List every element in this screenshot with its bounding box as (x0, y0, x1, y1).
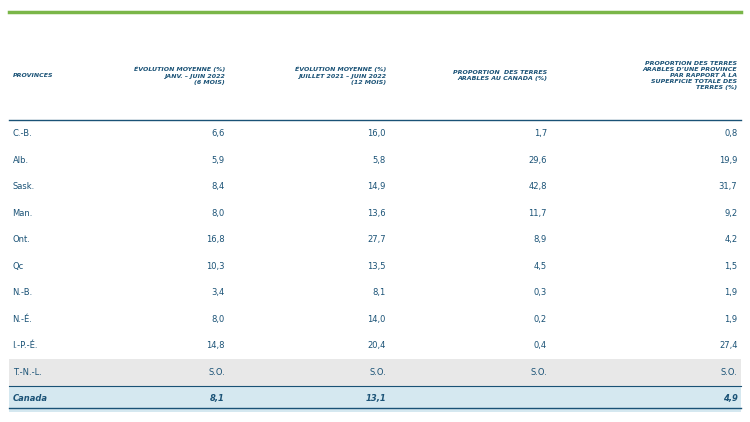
Text: I.-P.-É.: I.-P.-É. (13, 341, 38, 350)
Text: 14,9: 14,9 (368, 182, 386, 191)
Text: 1,5: 1,5 (724, 262, 737, 271)
Text: 8,0: 8,0 (211, 315, 225, 324)
Text: S.O.: S.O. (530, 368, 547, 377)
Text: Ont.: Ont. (13, 235, 31, 244)
Text: 8,0: 8,0 (211, 209, 225, 218)
Text: 0,3: 0,3 (534, 288, 547, 298)
Text: ÉVOLUTION MOYENNE (%)
JANV. – JUIN 2022
(6 MOIS): ÉVOLUTION MOYENNE (%) JANV. – JUIN 2022 … (134, 66, 225, 85)
Text: 6,6: 6,6 (211, 129, 225, 138)
Text: 0,2: 0,2 (534, 315, 547, 324)
Text: C.-B.: C.-B. (13, 129, 32, 138)
Text: 10,3: 10,3 (206, 262, 225, 271)
Text: 11,7: 11,7 (529, 209, 547, 218)
Text: 29,6: 29,6 (529, 156, 547, 165)
Text: 16,0: 16,0 (368, 129, 386, 138)
Text: PROVINCES: PROVINCES (13, 73, 53, 78)
Text: 5,8: 5,8 (373, 156, 386, 165)
Text: 1,7: 1,7 (534, 129, 547, 138)
Text: 4,9: 4,9 (722, 395, 737, 403)
Text: ÉVOLUTION MOYENNE (%)
JUILLET 2021 – JUIN 2022
(12 MOIS): ÉVOLUTION MOYENNE (%) JUILLET 2021 – JUI… (295, 66, 386, 85)
Text: 4,2: 4,2 (724, 235, 737, 244)
Text: 13,6: 13,6 (368, 209, 386, 218)
Text: PROPORTION DES TERRES
ARABLES D’UNE PROVINCE
PAR RAPPORT À LA
SUPERFICIE TOTALE : PROPORTION DES TERRES ARABLES D’UNE PROV… (643, 61, 737, 90)
Text: 5,9: 5,9 (211, 156, 225, 165)
Text: 20,4: 20,4 (368, 341, 386, 350)
Text: PROPORTION  DES TERRES
ARABLES AU CANADA (%): PROPORTION DES TERRES ARABLES AU CANADA … (453, 70, 547, 81)
Text: N.-É.: N.-É. (13, 315, 32, 324)
Text: 1,9: 1,9 (724, 288, 737, 298)
Text: 31,7: 31,7 (718, 182, 737, 191)
Text: N.-B.: N.-B. (13, 288, 33, 298)
Text: T.-N.-L.: T.-N.-L. (13, 368, 41, 377)
Text: 8,4: 8,4 (211, 182, 225, 191)
Bar (9, 386, 741, 412)
Text: 0,8: 0,8 (724, 129, 737, 138)
Text: 27,4: 27,4 (719, 341, 737, 350)
Text: 16,8: 16,8 (206, 235, 225, 244)
Text: 14,0: 14,0 (368, 315, 386, 324)
Text: S.O.: S.O. (369, 368, 386, 377)
Text: Man.: Man. (13, 209, 33, 218)
Text: Qc: Qc (13, 262, 24, 271)
Text: 3,4: 3,4 (211, 288, 225, 298)
Text: 8,1: 8,1 (373, 288, 386, 298)
Text: 9,2: 9,2 (724, 209, 737, 218)
Text: 27,7: 27,7 (368, 235, 386, 244)
Text: Sask.: Sask. (13, 182, 34, 191)
Text: Canada: Canada (13, 395, 47, 403)
Text: 13,1: 13,1 (365, 395, 386, 403)
Bar (9, 359, 741, 386)
Text: 42,8: 42,8 (529, 182, 547, 191)
Text: 1,9: 1,9 (724, 315, 737, 324)
Text: 8,9: 8,9 (534, 235, 547, 244)
Text: 14,8: 14,8 (206, 341, 225, 350)
Text: 13,5: 13,5 (368, 262, 386, 271)
Text: 0,4: 0,4 (534, 341, 547, 350)
Text: 19,9: 19,9 (719, 156, 737, 165)
Text: 4,5: 4,5 (534, 262, 547, 271)
Text: S.O.: S.O. (208, 368, 225, 377)
Text: Alb.: Alb. (13, 156, 28, 165)
Text: 8,1: 8,1 (210, 395, 225, 403)
Text: S.O.: S.O. (721, 368, 737, 377)
